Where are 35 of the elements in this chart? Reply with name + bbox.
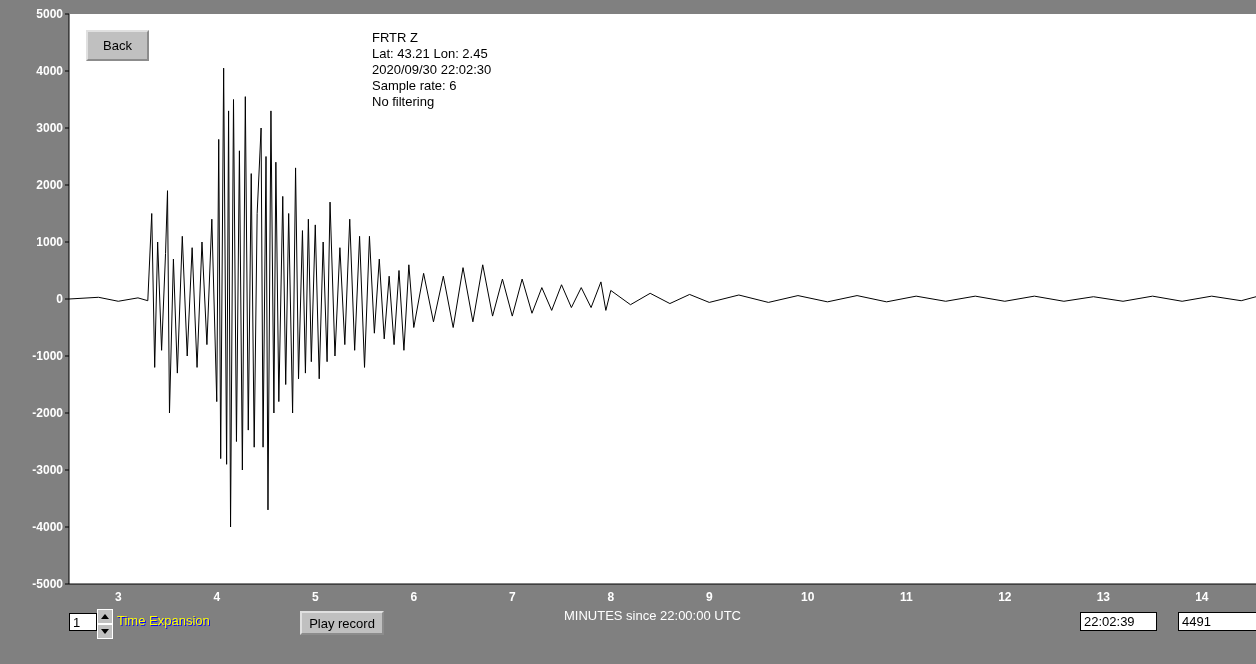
x-tick-label: 14 [1195, 589, 1209, 604]
play-record-button: Play record [300, 611, 384, 635]
y-tick-label: -4000 [32, 520, 64, 535]
annotation: Sample rate: 6 [372, 78, 458, 94]
x-tick-label: 11 [899, 589, 913, 604]
x-tick-label: 10 [801, 589, 815, 604]
x-tick-label: 13 [1096, 589, 1111, 604]
y-tick-label: 1000 [36, 235, 64, 250]
y-tick-label: -3000 [32, 463, 64, 478]
time-field: 22:02:39 [1080, 612, 1157, 631]
annotation: Lat: 43.21 Lon: 2.45 [372, 46, 489, 62]
x-axis-title: MINUTES since 22:00:00 UTC [564, 608, 742, 623]
y-tick-label: 3000 [36, 121, 64, 136]
back-button: Back [86, 30, 149, 61]
y-tick-label: 5000 [36, 7, 64, 22]
y-tick-label: 4000 [36, 64, 64, 79]
number-field: 1 [69, 613, 97, 631]
x-tick-label: 5 [311, 589, 319, 604]
annotation: No filtering [372, 94, 436, 110]
y-tick-label: -1000 [32, 349, 64, 364]
y-tick-label: 2000 [36, 178, 64, 193]
y-tick-label: -5000 [32, 577, 64, 592]
y-tick-label: 0 [56, 292, 64, 307]
x-tick-label: 3 [114, 589, 122, 604]
x-tick-label: 7 [508, 589, 516, 604]
text: Time Expansion [117, 613, 210, 628]
x-tick-label: 8 [607, 589, 615, 604]
annotation: FRTR Z [372, 30, 419, 46]
count-field: 4491 [1178, 612, 1256, 631]
x-tick-label: 12 [998, 589, 1012, 604]
x-tick-label: 4 [213, 589, 221, 604]
y-tick-label: -2000 [32, 406, 64, 421]
annotation: 2020/09/30 22:02:30 [372, 62, 492, 78]
x-tick-label: 9 [705, 589, 713, 604]
x-tick-label: 6 [410, 589, 418, 604]
